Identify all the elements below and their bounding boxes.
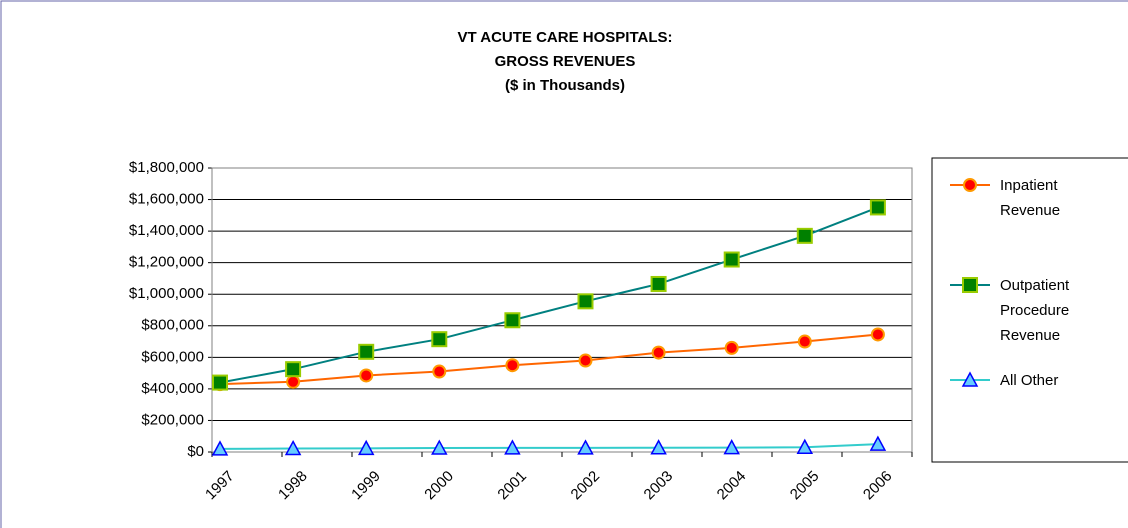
series-line: [219, 206, 879, 384]
y-tick-label: $1,400,000: [129, 222, 204, 239]
marker: [284, 439, 302, 456]
marker: [577, 439, 594, 455]
marker: [723, 251, 740, 268]
y-tick-label: $200,000: [141, 411, 204, 428]
chart-title: GROSS REVENUES: [495, 53, 636, 70]
y-tick-label: $1,000,000: [129, 285, 204, 302]
x-tick-label: 2005: [787, 468, 823, 504]
plot-area: [211, 167, 913, 453]
marker: [285, 361, 302, 378]
series-line: [219, 333, 878, 386]
marker: [211, 440, 229, 456]
chart-title: ($ in Thousands): [505, 77, 625, 94]
x-tick-label: 1998: [275, 468, 311, 504]
marker: [962, 277, 978, 293]
marker: [431, 439, 448, 455]
marker: [796, 438, 814, 455]
x-tick-label: 2001: [494, 468, 530, 504]
legend-box: [931, 157, 1128, 463]
legend-label: Inpatient Revenue: [1000, 177, 1061, 219]
marker: [869, 435, 887, 451]
marker: [504, 312, 521, 329]
chart-title: VT ACUTE CARE HOSPITALS:: [457, 29, 672, 46]
marker: [797, 334, 812, 349]
marker: [431, 331, 448, 348]
y-tick-label: $0: [187, 443, 204, 460]
marker: [961, 371, 979, 387]
marker: [963, 178, 977, 192]
x-tick-label: 2002: [568, 468, 604, 504]
marker: [286, 374, 301, 389]
y-tick-label: $800,000: [141, 317, 204, 334]
marker: [357, 439, 375, 456]
x-tick-label: 1997: [202, 468, 238, 504]
x-tick-label: 2006: [860, 468, 896, 504]
marker: [869, 199, 886, 216]
marker: [650, 275, 667, 292]
x-tick-label: 2004: [714, 468, 750, 504]
y-tick-label: $1,600,000: [129, 191, 204, 208]
y-tick-label: $400,000: [141, 380, 204, 397]
marker: [577, 293, 594, 310]
marker: [651, 345, 666, 360]
y-tick-label: $1,800,000: [129, 159, 204, 176]
y-tick-label: $1,200,000: [129, 254, 204, 271]
series-line: [219, 443, 878, 450]
y-tick-label: $600,000: [141, 348, 204, 365]
marker: [432, 364, 447, 379]
marker: [650, 439, 667, 455]
marker: [212, 374, 228, 391]
marker: [724, 340, 739, 355]
marker: [359, 368, 374, 383]
x-tick-label: 2003: [641, 468, 677, 504]
x-tick-label: 2000: [421, 468, 457, 504]
legend-label: All Other: [1000, 372, 1059, 389]
marker: [723, 439, 740, 455]
x-tick-label: 1999: [348, 468, 384, 504]
marker: [504, 439, 521, 455]
marker: [505, 358, 520, 373]
marker: [796, 227, 813, 244]
legend-label: Outpatient Procedure Revenue: [1000, 277, 1070, 344]
marker: [870, 327, 885, 342]
marker: [578, 353, 593, 368]
marker: [358, 343, 375, 360]
